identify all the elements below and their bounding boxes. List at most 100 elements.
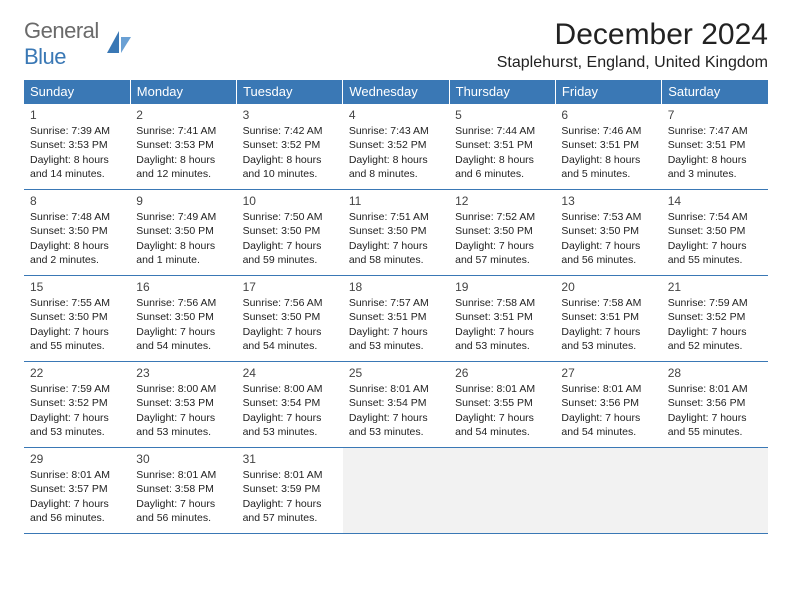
calendar-day-cell: 4Sunrise: 7:43 AMSunset: 3:52 PMDaylight… [343, 104, 449, 190]
day-sunrise: Sunrise: 8:01 AM [136, 468, 230, 482]
day-daylight1: Daylight: 8 hours [30, 239, 124, 253]
calendar-page: General Blue December 2024 Staplehurst, … [0, 0, 792, 534]
day-sunset: Sunset: 3:56 PM [561, 396, 655, 410]
day-sunset: Sunset: 3:54 PM [243, 396, 337, 410]
day-number: 15 [30, 279, 124, 295]
calendar-day-cell: 19Sunrise: 7:58 AMSunset: 3:51 PMDayligh… [449, 276, 555, 362]
day-daylight2: and 53 minutes. [349, 339, 443, 353]
day-sunset: Sunset: 3:51 PM [561, 310, 655, 324]
day-sunset: Sunset: 3:51 PM [455, 310, 549, 324]
day-number: 27 [561, 365, 655, 381]
day-number: 23 [136, 365, 230, 381]
calendar-day-cell: 17Sunrise: 7:56 AMSunset: 3:50 PMDayligh… [237, 276, 343, 362]
day-daylight2: and 53 minutes. [349, 425, 443, 439]
day-sunrise: Sunrise: 8:01 AM [561, 382, 655, 396]
day-number: 16 [136, 279, 230, 295]
day-number: 30 [136, 451, 230, 467]
calendar-day-cell: 31Sunrise: 8:01 AMSunset: 3:59 PMDayligh… [237, 448, 343, 534]
day-daylight1: Daylight: 7 hours [136, 411, 230, 425]
day-number: 3 [243, 107, 337, 123]
day-daylight2: and 14 minutes. [30, 167, 124, 181]
day-sunset: Sunset: 3:50 PM [136, 224, 230, 238]
calendar-day-cell: 22Sunrise: 7:59 AMSunset: 3:52 PMDayligh… [24, 362, 130, 448]
day-daylight1: Daylight: 8 hours [30, 153, 124, 167]
day-sunrise: Sunrise: 7:52 AM [455, 210, 549, 224]
day-number: 14 [668, 193, 762, 209]
calendar-day-cell: 23Sunrise: 8:00 AMSunset: 3:53 PMDayligh… [130, 362, 236, 448]
day-sunset: Sunset: 3:50 PM [30, 310, 124, 324]
day-daylight1: Daylight: 7 hours [455, 411, 549, 425]
day-daylight2: and 54 minutes. [136, 339, 230, 353]
day-number: 5 [455, 107, 549, 123]
calendar-day-cell: 27Sunrise: 8:01 AMSunset: 3:56 PMDayligh… [555, 362, 661, 448]
weekday-header: Tuesday [237, 80, 343, 104]
day-number: 2 [136, 107, 230, 123]
day-number: 19 [455, 279, 549, 295]
day-number: 18 [349, 279, 443, 295]
calendar-day-cell [343, 448, 449, 534]
calendar-day-cell: 10Sunrise: 7:50 AMSunset: 3:50 PMDayligh… [237, 190, 343, 276]
weekday-header-row: Sunday Monday Tuesday Wednesday Thursday… [24, 80, 768, 104]
calendar-day-cell: 7Sunrise: 7:47 AMSunset: 3:51 PMDaylight… [662, 104, 768, 190]
day-sunrise: Sunrise: 8:01 AM [349, 382, 443, 396]
day-sunrise: Sunrise: 7:39 AM [30, 124, 124, 138]
calendar-day-cell: 25Sunrise: 8:01 AMSunset: 3:54 PMDayligh… [343, 362, 449, 448]
day-daylight2: and 12 minutes. [136, 167, 230, 181]
day-daylight1: Daylight: 7 hours [455, 239, 549, 253]
day-number: 9 [136, 193, 230, 209]
day-sunrise: Sunrise: 7:47 AM [668, 124, 762, 138]
day-number: 11 [349, 193, 443, 209]
calendar-day-cell: 8Sunrise: 7:48 AMSunset: 3:50 PMDaylight… [24, 190, 130, 276]
day-sunset: Sunset: 3:50 PM [243, 310, 337, 324]
day-sunset: Sunset: 3:50 PM [243, 224, 337, 238]
day-daylight1: Daylight: 7 hours [136, 497, 230, 511]
location-text: Staplehurst, England, United Kingdom [497, 54, 768, 72]
logo-text-general: General [24, 18, 99, 43]
day-daylight1: Daylight: 7 hours [668, 239, 762, 253]
day-daylight1: Daylight: 8 hours [561, 153, 655, 167]
day-sunrise: Sunrise: 7:56 AM [243, 296, 337, 310]
day-daylight1: Daylight: 8 hours [349, 153, 443, 167]
day-sunset: Sunset: 3:51 PM [668, 138, 762, 152]
day-daylight2: and 53 minutes. [455, 339, 549, 353]
calendar-day-cell: 18Sunrise: 7:57 AMSunset: 3:51 PMDayligh… [343, 276, 449, 362]
day-daylight2: and 54 minutes. [561, 425, 655, 439]
day-sunset: Sunset: 3:59 PM [243, 482, 337, 496]
day-daylight1: Daylight: 8 hours [243, 153, 337, 167]
day-number: 28 [668, 365, 762, 381]
weekday-header: Sunday [24, 80, 130, 104]
day-sunrise: Sunrise: 8:01 AM [243, 468, 337, 482]
day-sunset: Sunset: 3:50 PM [455, 224, 549, 238]
day-sunset: Sunset: 3:52 PM [668, 310, 762, 324]
day-number: 4 [349, 107, 443, 123]
day-daylight2: and 55 minutes. [668, 425, 762, 439]
calendar-day-cell: 16Sunrise: 7:56 AMSunset: 3:50 PMDayligh… [130, 276, 236, 362]
day-sunset: Sunset: 3:57 PM [30, 482, 124, 496]
day-number: 1 [30, 107, 124, 123]
calendar-day-cell: 20Sunrise: 7:58 AMSunset: 3:51 PMDayligh… [555, 276, 661, 362]
day-daylight2: and 56 minutes. [30, 511, 124, 525]
day-daylight2: and 55 minutes. [668, 253, 762, 267]
day-number: 29 [30, 451, 124, 467]
day-sunset: Sunset: 3:52 PM [243, 138, 337, 152]
day-sunrise: Sunrise: 7:58 AM [455, 296, 549, 310]
day-sunset: Sunset: 3:51 PM [455, 138, 549, 152]
day-daylight2: and 57 minutes. [243, 511, 337, 525]
calendar-day-cell: 15Sunrise: 7:55 AMSunset: 3:50 PMDayligh… [24, 276, 130, 362]
calendar-week-row: 29 Sunrise: 8:01 AM Sunset: 3:57 PM Dayligh… [24, 448, 768, 534]
weekday-header: Friday [555, 80, 661, 104]
day-sunrise: Sunrise: 7:54 AM [668, 210, 762, 224]
calendar-day-cell: 24Sunrise: 8:00 AMSunset: 3:54 PMDayligh… [237, 362, 343, 448]
day-number: 10 [243, 193, 337, 209]
day-daylight1: Daylight: 8 hours [455, 153, 549, 167]
weekday-header: Monday [130, 80, 236, 104]
day-daylight2: and 57 minutes. [455, 253, 549, 267]
day-daylight1: Daylight: 7 hours [668, 411, 762, 425]
day-number: 6 [561, 107, 655, 123]
calendar-day-cell: 2Sunrise: 7:41 AMSunset: 3:53 PMDaylight… [130, 104, 236, 190]
calendar-day-cell: 26Sunrise: 8:01 AMSunset: 3:55 PMDayligh… [449, 362, 555, 448]
calendar-day-cell: 21Sunrise: 7:59 AMSunset: 3:52 PMDayligh… [662, 276, 768, 362]
day-daylight2: and 56 minutes. [561, 253, 655, 267]
day-number: 17 [243, 279, 337, 295]
title-block: December 2024 Staplehurst, England, Unit… [497, 18, 768, 78]
